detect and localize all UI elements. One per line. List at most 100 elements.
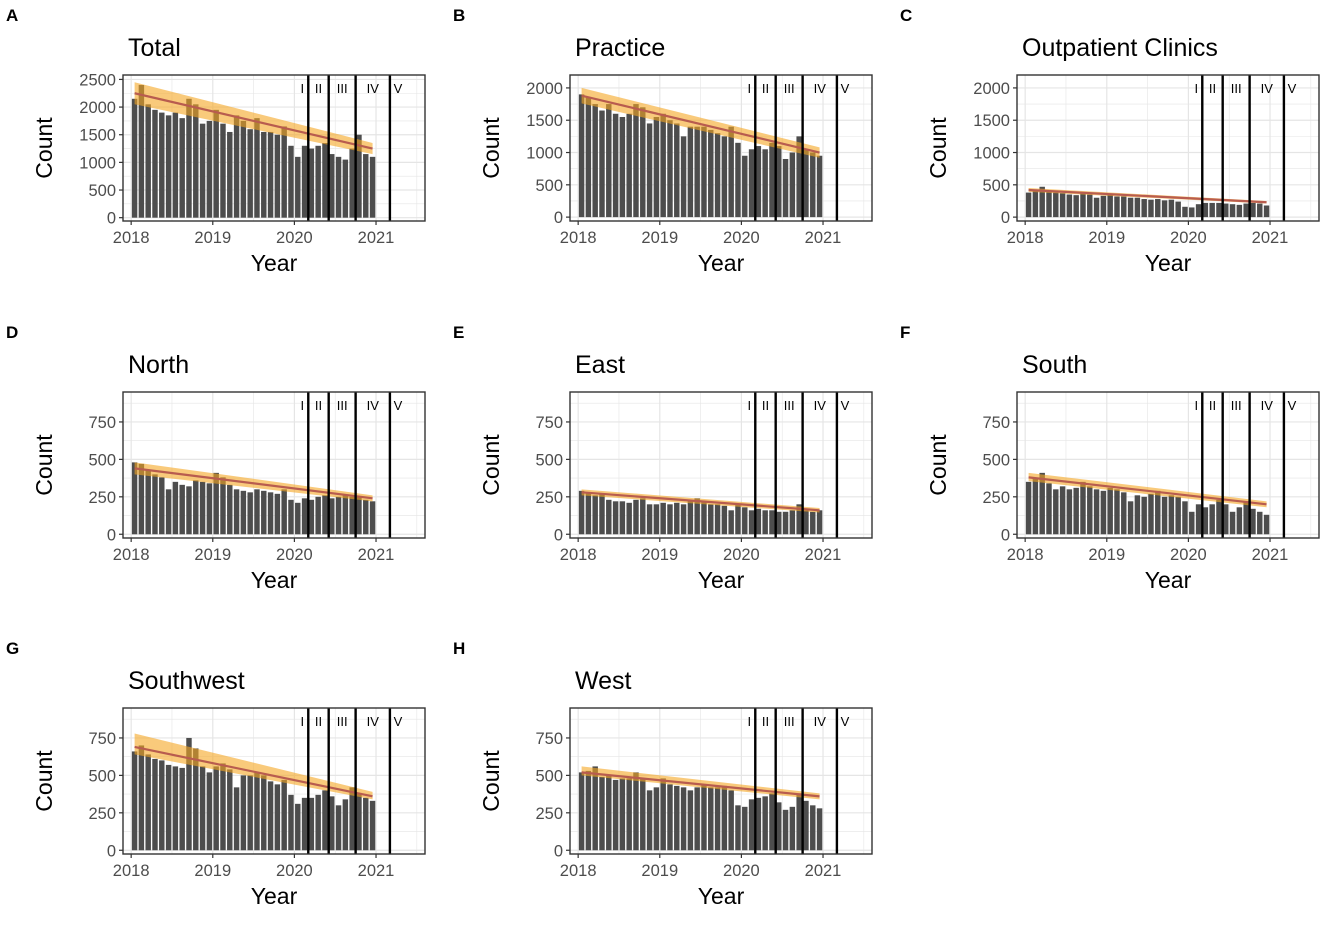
- phase-label: III: [784, 714, 795, 729]
- y-tick-label: 0: [1001, 209, 1010, 227]
- y-axis: 0 250 500 750: [535, 730, 570, 860]
- phase-label: IV: [367, 714, 380, 729]
- bar: [803, 149, 809, 218]
- bar: [612, 501, 619, 535]
- x-axis: 2018 2019 2020 2021: [113, 221, 395, 247]
- bar: [1032, 189, 1039, 218]
- x-tick-label: 2018: [560, 546, 597, 564]
- bar: [159, 477, 165, 535]
- y-axis-title: Count: [31, 750, 57, 812]
- trend-line: [134, 467, 373, 500]
- y-axis: 0 250 500 750: [88, 730, 123, 860]
- bar: [796, 793, 802, 851]
- bar: [261, 131, 267, 218]
- bar: [1046, 483, 1052, 535]
- bars: [1025, 472, 1270, 535]
- bar: [240, 775, 247, 851]
- y-tick-label: 0: [107, 210, 116, 228]
- x-axis-title: Year: [698, 250, 745, 276]
- bar: [193, 480, 199, 535]
- bar: [687, 126, 694, 218]
- x-tick-label: 2021: [358, 229, 395, 247]
- y-axis: 0 500 1000 1500 2000: [526, 80, 570, 227]
- x-tick-label: 2020: [723, 229, 760, 247]
- bar: [295, 502, 301, 535]
- phase-label: I: [747, 398, 751, 413]
- bar: [782, 809, 789, 851]
- y-axis-title: Count: [31, 434, 57, 496]
- bar: [796, 504, 802, 535]
- panel-title: Total: [128, 34, 181, 62]
- bar: [626, 113, 632, 218]
- phase-label: II: [762, 398, 769, 413]
- bar: [721, 136, 728, 218]
- bar: [233, 787, 240, 851]
- x-tick-label: 2018: [113, 862, 150, 880]
- bar: [315, 794, 321, 851]
- phase-label: III: [337, 398, 348, 413]
- bar: [585, 770, 592, 851]
- bar: [1121, 196, 1127, 218]
- bar: [220, 123, 226, 218]
- bar: [356, 134, 362, 218]
- bar: [748, 149, 755, 218]
- y-tick-label: 0: [107, 842, 116, 860]
- x-axis-title: Year: [698, 883, 745, 909]
- bar: [667, 120, 673, 218]
- bar: [701, 501, 707, 535]
- x-tick-label: 2020: [276, 546, 313, 564]
- phase-label: I: [747, 81, 751, 96]
- bar: [1257, 203, 1263, 218]
- bar: [186, 486, 192, 535]
- bar: [674, 785, 680, 851]
- phase-label: V: [394, 398, 403, 413]
- bar: [1168, 495, 1175, 535]
- bar: [145, 104, 151, 218]
- x-tick-label: 2020: [276, 229, 313, 247]
- bar: [369, 501, 376, 535]
- bar: [206, 772, 213, 851]
- bar: [247, 775, 253, 851]
- phase-label: IV: [367, 398, 380, 413]
- y-axis-title: Count: [478, 117, 504, 179]
- bars: [131, 737, 376, 851]
- trend-line: [1028, 188, 1267, 204]
- phase-label: I: [300, 398, 304, 413]
- bar: [193, 748, 199, 851]
- bar: [274, 493, 281, 535]
- bar: [301, 145, 308, 218]
- bar: [708, 504, 714, 535]
- bar: [687, 501, 694, 535]
- bar: [1195, 504, 1202, 535]
- bar: [619, 116, 626, 218]
- bar: [599, 776, 605, 851]
- bar: [1093, 197, 1100, 218]
- bar: [1243, 203, 1249, 218]
- phase-label: III: [784, 398, 795, 413]
- bar: [363, 797, 369, 851]
- phase-label: IV: [814, 81, 827, 96]
- bar: [322, 495, 328, 535]
- bar: [789, 510, 796, 535]
- x-axis: 2018 2019 2020 2021: [560, 538, 841, 564]
- bar: [769, 142, 775, 218]
- phase-label: V: [394, 81, 403, 96]
- panel-letter: F: [900, 323, 910, 342]
- gridlines: [570, 392, 872, 538]
- phase-label: I: [1194, 81, 1198, 96]
- y-tick-label: 500: [535, 767, 563, 785]
- y-axis: 0 500 1000 1500 2000 2500: [79, 71, 123, 228]
- bar: [152, 474, 158, 535]
- bar: [356, 793, 362, 851]
- bar: [131, 462, 138, 535]
- bars: [1025, 186, 1270, 218]
- bar: [1263, 514, 1270, 535]
- confidence-band: [581, 87, 820, 158]
- bar: [633, 772, 639, 851]
- plot-border: [122, 74, 426, 222]
- plot-border: [569, 391, 873, 539]
- y-axis: 0 250 500 750: [982, 414, 1017, 544]
- y-tick-label: 500: [982, 177, 1010, 195]
- x-tick-label: 2019: [1088, 229, 1125, 247]
- plot-border: [1016, 391, 1320, 539]
